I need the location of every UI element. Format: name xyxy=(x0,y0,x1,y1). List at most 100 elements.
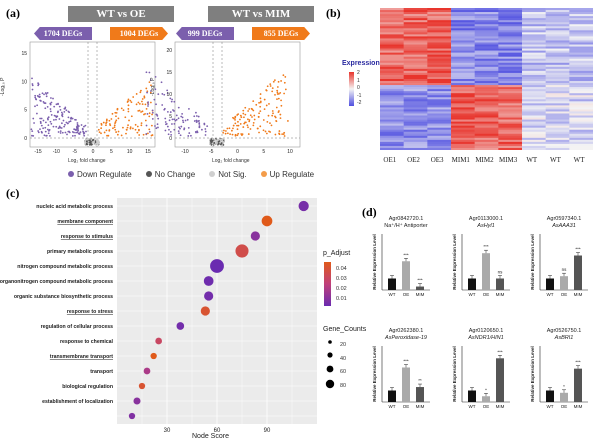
volcano-point xyxy=(195,111,197,114)
qpcr-gene-name: AsNDR1/HIN1 xyxy=(467,335,503,341)
volcano-left-xtick: 10 xyxy=(127,149,133,155)
heatmap-cell xyxy=(522,58,546,62)
volcano-point xyxy=(125,128,128,131)
heatmap-cell xyxy=(522,26,546,29)
volcano-point xyxy=(130,101,133,104)
volcano-point xyxy=(39,95,41,98)
dotplot-term-label: establishment of localization xyxy=(42,399,113,405)
qpcr-ylabel: Relative Expression Level xyxy=(452,346,457,402)
heatmap-cell xyxy=(545,79,570,82)
heatmap-cell xyxy=(451,36,475,39)
volcano-point xyxy=(151,113,153,116)
heatmap-cell xyxy=(451,143,475,147)
heatmap-cell xyxy=(498,111,523,114)
heatmap-cell xyxy=(403,97,428,100)
volcano-point xyxy=(253,114,256,117)
volcano-right-ytick: 5 xyxy=(169,114,172,120)
volcano-right-ytick: 10 xyxy=(166,92,172,98)
heatmap-cell xyxy=(451,30,475,33)
heatmap-cell xyxy=(522,70,546,74)
volcano-point xyxy=(57,127,60,130)
volcano-point xyxy=(183,127,186,130)
volcano-point xyxy=(265,104,268,107)
heatmap-cell xyxy=(474,139,499,143)
volcano-point xyxy=(283,81,286,84)
heatmap-cell xyxy=(451,50,475,53)
volcano-point xyxy=(37,130,40,132)
volcano-point xyxy=(252,124,255,127)
heatmap-cell xyxy=(403,74,428,78)
heatmap-cell xyxy=(451,34,475,37)
volcano-point xyxy=(186,118,189,121)
heatmap-cell xyxy=(498,133,523,137)
heatmap-cell xyxy=(522,50,546,53)
volcano-point xyxy=(45,95,48,98)
volcano-point xyxy=(182,119,184,122)
heatmap-cell xyxy=(427,54,452,57)
heatmap-cell xyxy=(545,105,570,108)
heatmap-cell xyxy=(522,101,546,104)
heatmap-cell xyxy=(498,101,523,104)
heatmap-cell xyxy=(380,58,404,62)
heatmap-cell xyxy=(545,38,570,41)
volcano-point xyxy=(76,123,79,126)
heatmap-cell xyxy=(380,26,404,29)
volcano-point xyxy=(64,131,67,134)
volcano-point xyxy=(50,114,53,116)
volcano-point xyxy=(40,117,43,120)
heatmap-cell xyxy=(380,117,404,120)
panel-b-label: (b) xyxy=(326,6,341,20)
volcano-left-ylabel: -Log₁₀ P xyxy=(0,77,6,97)
heatmap-cell xyxy=(427,8,452,11)
heatmap-cell xyxy=(498,22,523,25)
volcano-point xyxy=(54,115,57,118)
heatmap-cell xyxy=(474,141,499,145)
legend-up-label: Up Regulate xyxy=(269,170,315,179)
qpcr-significance: *** xyxy=(575,360,581,365)
heatmap-column-label: MIM2 xyxy=(475,156,494,164)
volcano-point xyxy=(248,108,251,110)
volcano-point xyxy=(59,132,62,134)
heatmap-cell xyxy=(522,48,546,51)
qpcr-gene-id: Agr0113000.1 xyxy=(469,216,503,222)
dotplot-point xyxy=(200,306,210,316)
heatmap-cell xyxy=(569,133,593,137)
volcano-point xyxy=(127,124,129,127)
heatmap-cell xyxy=(427,70,452,74)
heatmap-cell xyxy=(569,26,593,29)
volcano-point xyxy=(271,90,274,93)
heatmap-cell xyxy=(545,131,570,135)
qpcr-ylabel: Relative Expression Level xyxy=(452,234,457,290)
heatmap-cell xyxy=(380,48,404,51)
cb-tick: -1 xyxy=(357,92,362,99)
heatmap-cell xyxy=(427,101,452,104)
heatmap-cell xyxy=(427,42,452,45)
heatmap-cell xyxy=(545,81,570,84)
volcano-point xyxy=(141,103,144,106)
volcano-point xyxy=(71,131,74,133)
heatmap-cell xyxy=(474,62,499,66)
volcano-point xyxy=(60,111,63,114)
heatmap-cell xyxy=(380,133,404,137)
heatmap-cell xyxy=(403,103,428,106)
volcano-point xyxy=(234,115,237,118)
heatmap-cell xyxy=(522,22,546,25)
volcano-point xyxy=(284,88,287,91)
volcano-point xyxy=(32,117,35,120)
dotplot-term-label: transport xyxy=(90,369,113,375)
heatmap-cell xyxy=(427,32,452,35)
volcano-point xyxy=(266,120,269,123)
volcano-point xyxy=(195,115,198,117)
heatmap-cell xyxy=(427,36,452,39)
volcano-point xyxy=(75,129,77,131)
heatmap-cell xyxy=(522,129,546,133)
heatmap-cell xyxy=(569,66,593,70)
volcano-point xyxy=(223,129,225,132)
heatmap-cell xyxy=(451,89,475,92)
legend-up: Up Regulate xyxy=(260,170,315,179)
heatmap-cell xyxy=(545,145,570,149)
volcano-point xyxy=(127,104,130,107)
volcano-point xyxy=(93,141,96,143)
heatmap-cell xyxy=(474,87,499,90)
volcano-point xyxy=(211,142,214,145)
